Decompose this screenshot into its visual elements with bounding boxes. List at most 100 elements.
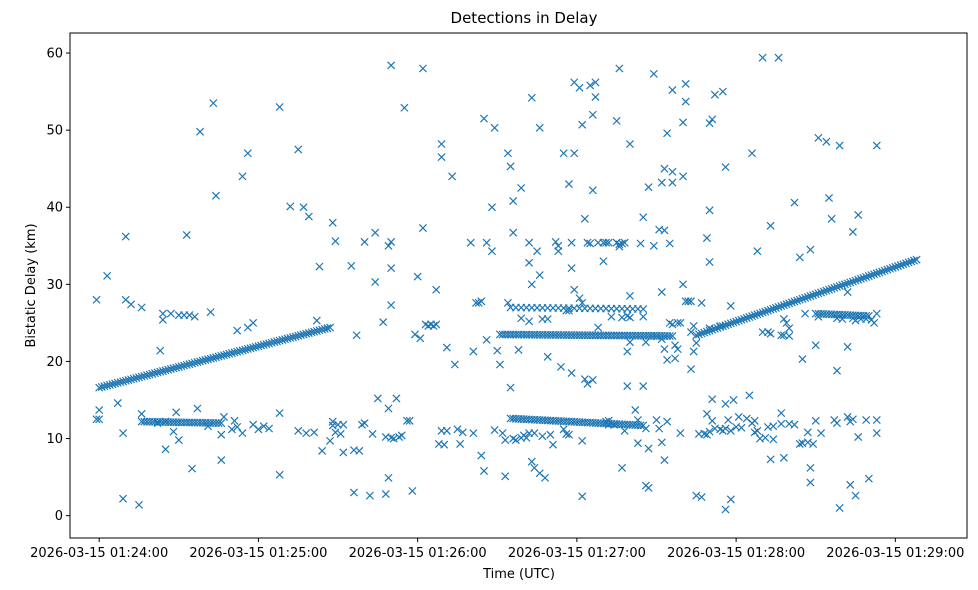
data-point	[880, 266, 889, 275]
data-point	[636, 239, 645, 248]
data-point	[790, 420, 799, 429]
data-point	[766, 305, 775, 314]
data-point	[753, 310, 762, 319]
data-point	[832, 366, 841, 375]
data-point	[872, 416, 881, 425]
data-point	[785, 324, 794, 333]
data-point	[665, 331, 674, 341]
data-point	[811, 416, 820, 425]
data-point	[302, 329, 311, 338]
data-point	[272, 337, 282, 346]
data-point	[580, 375, 589, 384]
data-point	[843, 279, 852, 288]
data-point	[233, 347, 242, 356]
data-point	[851, 276, 860, 285]
data-point	[742, 313, 751, 322]
data-point	[708, 395, 717, 404]
data-point	[570, 285, 579, 294]
data-point	[809, 291, 818, 300]
data-point	[896, 261, 905, 270]
data-point	[355, 446, 364, 455]
x-tick-label: 2026-03-15 01:24:00	[30, 546, 168, 561]
data-point	[639, 213, 648, 222]
data-point	[729, 318, 738, 327]
data-point	[180, 361, 189, 370]
data-point	[246, 344, 255, 353]
data-point	[886, 264, 895, 273]
chart-title: Detections in Delay	[451, 9, 598, 27]
data-point	[718, 322, 727, 331]
y-tick-label: 0	[55, 509, 63, 524]
data-point	[856, 274, 865, 283]
data-point	[326, 436, 335, 445]
data-point	[331, 428, 340, 437]
data-point	[169, 427, 178, 436]
data-point	[477, 451, 486, 460]
data-point	[288, 333, 297, 342]
data-point	[525, 258, 534, 267]
data-point	[105, 380, 114, 389]
data-points	[92, 53, 921, 514]
data-point	[469, 429, 478, 438]
data-point	[676, 429, 685, 438]
data-point	[556, 362, 565, 371]
data-point	[410, 330, 420, 339]
data-point	[219, 351, 228, 360]
data-point	[299, 203, 308, 212]
data-point	[769, 435, 778, 444]
data-point	[206, 354, 215, 363]
data-point	[458, 428, 467, 437]
data-point	[769, 304, 778, 313]
data-point	[188, 359, 197, 368]
data-point	[732, 317, 741, 326]
data-point	[774, 302, 783, 312]
data-point	[257, 341, 266, 350]
data-point	[803, 292, 812, 302]
data-point	[660, 345, 669, 354]
data-point	[724, 320, 733, 329]
data-point	[365, 491, 374, 500]
data-point	[867, 271, 876, 280]
data-point	[185, 311, 194, 320]
data-point	[766, 455, 775, 464]
data-point	[92, 295, 101, 304]
data-point	[625, 313, 634, 322]
data-point	[737, 315, 746, 324]
x-axis-label: Time (UTC)	[482, 567, 555, 582]
data-point	[535, 123, 544, 132]
data-point	[119, 494, 128, 503]
data-point	[259, 340, 268, 349]
data-point	[591, 92, 600, 102]
data-point	[771, 303, 780, 312]
data-point	[389, 434, 398, 443]
data-point	[835, 503, 844, 512]
data-point	[161, 445, 170, 454]
data-point	[387, 301, 396, 310]
data-point	[846, 480, 855, 489]
data-point	[100, 382, 109, 391]
data-point	[347, 261, 356, 270]
data-point	[660, 226, 669, 235]
data-point	[214, 419, 223, 428]
data-point	[188, 464, 197, 473]
data-point	[567, 264, 576, 273]
data-point	[97, 382, 106, 391]
data-point	[235, 346, 244, 356]
data-point	[846, 278, 855, 287]
data-point	[848, 227, 857, 236]
data-point	[774, 53, 783, 62]
data-point	[864, 474, 873, 483]
data-point	[538, 432, 547, 441]
data-point	[233, 422, 242, 432]
data-point	[559, 149, 568, 158]
data-point	[262, 340, 271, 349]
data-point	[211, 191, 220, 200]
data-point	[166, 309, 175, 318]
data-point	[546, 430, 555, 439]
data-point	[339, 420, 348, 429]
data-point	[121, 376, 130, 385]
data-point	[238, 346, 247, 355]
data-point	[854, 210, 863, 219]
data-point	[299, 330, 308, 339]
data-point	[148, 369, 157, 378]
